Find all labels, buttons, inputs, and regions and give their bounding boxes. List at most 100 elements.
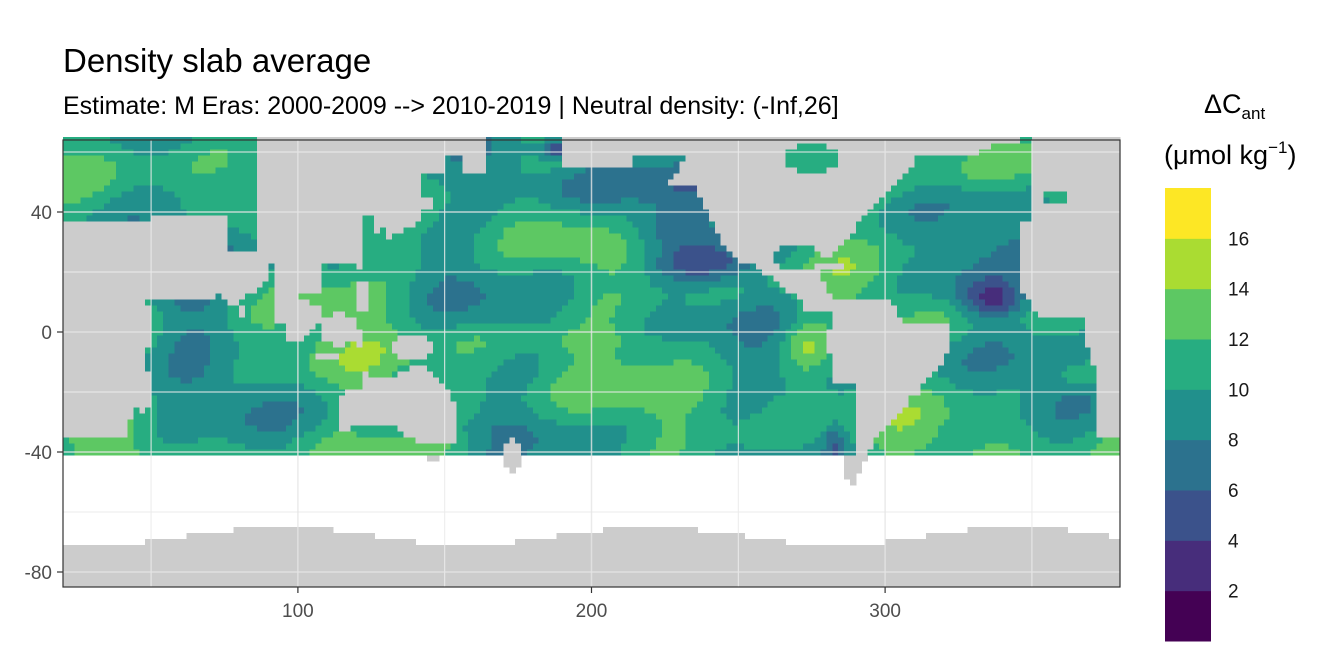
data-cell — [485, 311, 493, 318]
land-cell — [198, 545, 205, 552]
data-cell — [521, 221, 528, 228]
land-cell — [321, 197, 328, 204]
data-cell — [333, 407, 340, 414]
land-cell — [92, 407, 99, 414]
land-cell — [221, 539, 229, 546]
land-cell — [409, 173, 416, 180]
data-cell — [145, 353, 152, 360]
data-cell — [497, 293, 505, 300]
land-cell — [427, 419, 434, 426]
land-cell — [303, 245, 311, 252]
land-cell — [63, 275, 70, 282]
data-cell — [256, 413, 264, 420]
land-cell — [450, 425, 458, 432]
data-cell — [474, 359, 481, 366]
data-cell — [438, 377, 446, 384]
land-cell — [350, 185, 358, 192]
data-cell — [403, 245, 411, 252]
land-cell — [280, 563, 287, 570]
land-cell — [98, 545, 105, 552]
data-cell — [450, 287, 458, 294]
data-cell — [268, 341, 275, 348]
data-cell — [109, 191, 117, 198]
land-cell — [227, 539, 234, 546]
land-cell — [515, 539, 522, 546]
land-cell — [356, 287, 364, 294]
data-cell — [327, 293, 334, 300]
data-cell — [432, 227, 440, 234]
land-cell — [92, 377, 99, 384]
data-cell — [456, 401, 463, 408]
land-cell — [286, 143, 293, 150]
data-cell — [321, 299, 328, 306]
data-cell — [409, 359, 416, 366]
land-cell — [221, 239, 229, 246]
data-cell — [203, 179, 211, 186]
land-cell — [98, 395, 105, 402]
land-cell — [74, 275, 82, 282]
land-cell — [109, 581, 117, 588]
land-cell — [409, 335, 416, 342]
data-cell — [474, 401, 481, 408]
data-cell — [209, 173, 217, 180]
data-cell — [280, 443, 287, 450]
data-cell — [350, 341, 358, 348]
data-cell — [485, 245, 493, 252]
land-cell — [421, 419, 428, 426]
data-cell — [479, 221, 487, 228]
land-cell — [92, 281, 99, 288]
data-cell — [292, 347, 299, 354]
land-cell — [92, 233, 99, 240]
land-cell — [503, 563, 510, 570]
data-cell — [162, 419, 170, 426]
land-cell — [209, 239, 217, 246]
data-cell — [203, 173, 211, 180]
data-cell — [250, 437, 258, 444]
land-cell — [350, 143, 358, 150]
data-cell — [250, 383, 258, 390]
data-cell — [450, 161, 458, 168]
data-cell — [491, 287, 499, 294]
data-cell — [462, 179, 469, 186]
data-cell — [515, 239, 522, 246]
data-cell — [145, 185, 152, 192]
land-cell — [139, 545, 146, 552]
land-cell — [245, 545, 252, 552]
land-cell — [297, 197, 305, 204]
data-cell — [321, 413, 328, 420]
data-cell — [338, 299, 346, 306]
data-cell — [421, 305, 428, 312]
data-cell — [121, 173, 129, 180]
data-cell — [497, 353, 505, 360]
data-cell — [538, 395, 546, 402]
data-cell — [462, 395, 469, 402]
land-cell — [403, 401, 411, 408]
data-cell — [292, 395, 299, 402]
land-cell — [474, 551, 481, 558]
data-cell — [250, 185, 258, 192]
data-cell — [86, 191, 93, 198]
land-cell — [127, 575, 135, 582]
data-cell — [192, 413, 199, 420]
land-cell — [121, 425, 129, 432]
data-cell — [350, 431, 358, 438]
data-cell — [192, 203, 199, 210]
land-cell — [421, 581, 428, 588]
data-cell — [409, 245, 416, 252]
land-cell — [374, 407, 381, 414]
land-cell — [63, 413, 70, 420]
land-cell — [403, 155, 411, 162]
land-cell — [239, 305, 246, 312]
data-cell — [104, 143, 111, 150]
data-cell — [221, 359, 229, 366]
land-cell — [192, 239, 199, 246]
data-cell — [127, 215, 135, 222]
land-cell — [368, 173, 375, 180]
data-cell — [456, 239, 463, 246]
data-cell — [474, 335, 481, 342]
data-cell — [462, 215, 469, 222]
land-cell — [397, 215, 405, 222]
land-cell — [86, 275, 93, 282]
data-cell — [526, 419, 534, 426]
land-cell — [509, 575, 516, 582]
